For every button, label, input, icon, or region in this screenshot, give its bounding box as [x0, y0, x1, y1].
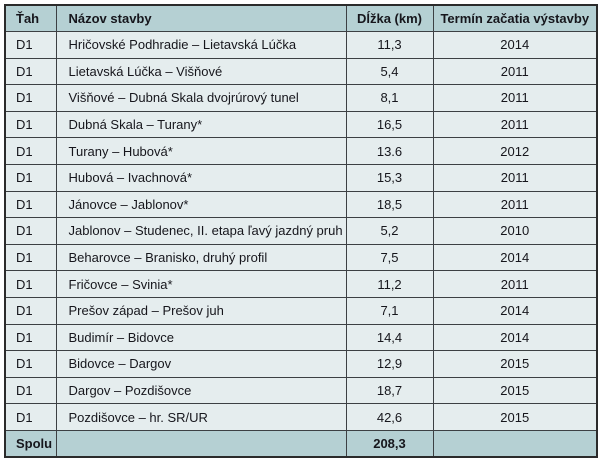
cell-name: Fričovce – Svinia*	[55, 270, 347, 298]
cell-length: 12,9	[345, 350, 434, 378]
cell-name: Beharovce – Branisko, druhý profil	[55, 243, 347, 272]
table-row: D1 Višňové – Dubná Skala dvojrúrový tunel…	[4, 84, 598, 112]
cell-route: D1	[4, 217, 57, 245]
cell-length: 7,5	[345, 243, 434, 272]
cell-length: 13.6	[345, 137, 434, 165]
cell-route: D1	[4, 296, 57, 325]
table-row: D1 Dubná Skala – Turany* 16,5 2011	[4, 110, 598, 139]
cell-route: D1	[4, 403, 57, 431]
cell-name: Turany – Hubová*	[55, 137, 347, 165]
cell-route: D1	[4, 163, 57, 192]
cell-start-year: 2011	[432, 110, 598, 139]
table-row: D1 Budimír – Bidovce 14,4 2014	[4, 323, 598, 352]
cell-start-year: 2014	[432, 296, 598, 325]
table-row: D1 Lietavská Lúčka – Višňové 5,4 2011	[4, 57, 598, 86]
cell-length: 8,1	[345, 84, 434, 112]
cell-name: Hubová – Ivachnová*	[55, 163, 347, 192]
cell-start-year: 2011	[432, 163, 598, 192]
cell-route: D1	[4, 84, 57, 112]
cell-start-year: 2014	[432, 31, 598, 59]
cell-route: D1	[4, 110, 57, 139]
total-label: Spolu	[4, 430, 57, 458]
column-header-start-year: Termín začatia výstavby	[432, 4, 598, 32]
cell-length: 14,4	[345, 323, 434, 352]
cell-name: Pozdišovce – hr. SR/UR	[55, 403, 347, 431]
cell-start-year: 2015	[432, 403, 598, 431]
cell-start-year: 2014	[432, 243, 598, 272]
total-name-cell	[55, 430, 347, 458]
highway-construction-table: Ťah Názov stavby Dĺžka (km) Termín začat…	[4, 4, 598, 458]
table-row: D1 Hubová – Ivachnová* 15,3 2011	[4, 163, 598, 192]
cell-start-year: 2011	[432, 57, 598, 86]
cell-length: 7,1	[345, 296, 434, 325]
cell-route: D1	[4, 31, 57, 59]
table-row: D1 Jánovce – Jablonov* 18,5 2011	[4, 190, 598, 219]
cell-start-year: 2010	[432, 217, 598, 245]
cell-route: D1	[4, 350, 57, 378]
table-row: D1 Dargov – Pozdišovce 18,7 2015	[4, 376, 598, 405]
cell-name: Jánovce – Jablonov*	[55, 190, 347, 219]
cell-start-year: 2011	[432, 270, 598, 298]
cell-name: Dargov – Pozdišovce	[55, 376, 347, 405]
table-row: D1 Prešov západ – Prešov juh 7,1 2014	[4, 296, 598, 325]
total-row: Spolu 208,3	[4, 430, 598, 458]
table-row: D1 Pozdišovce – hr. SR/UR 42,6 2015	[4, 403, 598, 431]
cell-length: 15,3	[345, 163, 434, 192]
table-body: D1 Hričovské Podhradie – Lietavská Lúčka 1…	[4, 31, 598, 431]
column-header-route: Ťah	[4, 4, 57, 32]
cell-length: 18,7	[345, 376, 434, 405]
cell-start-year: 2014	[432, 323, 598, 352]
cell-length: 42,6	[345, 403, 434, 431]
column-header-name: Názov stavby	[55, 4, 347, 32]
cell-length: 18,5	[345, 190, 434, 219]
cell-name: Budimír – Bidovce	[55, 323, 347, 352]
cell-start-year: 2012	[432, 137, 598, 165]
cell-start-year: 2011	[432, 190, 598, 219]
table-row: D1 Bidovce – Dargov 12,9 2015	[4, 350, 598, 378]
cell-length: 16,5	[345, 110, 434, 139]
cell-name: Hričovské Podhradie – Lietavská Lúčka	[55, 31, 347, 59]
table-row: D1 Jablonov – Studenec, II. etapa ľavý ja…	[4, 217, 598, 245]
cell-route: D1	[4, 243, 57, 272]
cell-route: D1	[4, 137, 57, 165]
cell-name: Prešov západ – Prešov juh	[55, 296, 347, 325]
cell-name: Višňové – Dubná Skala dvojrúrový tunel	[55, 84, 347, 112]
cell-route: D1	[4, 57, 57, 86]
total-length: 208,3	[345, 430, 434, 458]
cell-name: Jablonov – Studenec, II. etapa ľavý jazd…	[55, 217, 347, 245]
cell-start-year: 2015	[432, 350, 598, 378]
table-row: D1 Hričovské Podhradie – Lietavská Lúčka 1…	[4, 31, 598, 59]
cell-route: D1	[4, 270, 57, 298]
table-row: D1 Fričovce – Svinia* 11,2 2011	[4, 270, 598, 298]
cell-route: D1	[4, 190, 57, 219]
cell-start-year: 2011	[432, 84, 598, 112]
cell-length: 11,3	[345, 31, 434, 59]
cell-name: Dubná Skala – Turany*	[55, 110, 347, 139]
total-start-year-cell	[432, 430, 598, 458]
cell-route: D1	[4, 323, 57, 352]
cell-length: 11,2	[345, 270, 434, 298]
cell-name: Lietavská Lúčka – Višňové	[55, 57, 347, 86]
table-row: D1 Turany – Hubová* 13.6 2012	[4, 137, 598, 165]
table-row: D1 Beharovce – Branisko, druhý profil 7,5 2…	[4, 243, 598, 272]
column-header-length: Dĺžka (km)	[345, 4, 434, 32]
cell-length: 5,4	[345, 57, 434, 86]
cell-length: 5,2	[345, 217, 434, 245]
header-row: Ťah Názov stavby Dĺžka (km) Termín začat…	[4, 4, 598, 32]
cell-name: Bidovce – Dargov	[55, 350, 347, 378]
cell-route: D1	[4, 376, 57, 405]
cell-start-year: 2015	[432, 376, 598, 405]
